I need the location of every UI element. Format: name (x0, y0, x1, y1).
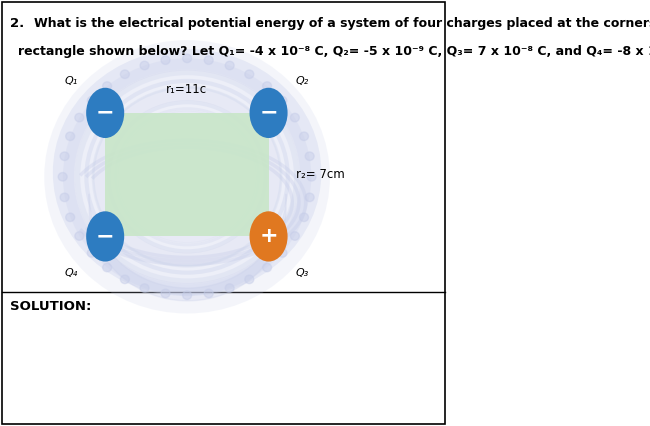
Text: rectangle shown below? Let Q₁= -4 x 10⁻⁸ C, Q₂= -5 x 10⁻⁹ C, Q₃= 7 x 10⁻⁸ C, and: rectangle shown below? Let Q₁= -4 x 10⁻⁸… (18, 45, 650, 58)
Circle shape (278, 96, 287, 105)
Circle shape (263, 82, 272, 90)
Circle shape (140, 61, 149, 70)
Text: r₁=11c: r₁=11c (166, 83, 207, 96)
Circle shape (60, 193, 69, 201)
Circle shape (75, 113, 84, 122)
Ellipse shape (250, 211, 287, 262)
Text: r₂= 7cm: r₂= 7cm (296, 168, 344, 181)
Text: What is the electrical potential energy of a system of four charges placed at th: What is the electrical potential energy … (34, 17, 650, 30)
Circle shape (204, 289, 213, 298)
Circle shape (245, 275, 254, 284)
Circle shape (161, 56, 170, 64)
Circle shape (305, 193, 314, 201)
Text: Q₂: Q₂ (296, 76, 309, 86)
Circle shape (245, 70, 254, 78)
Circle shape (183, 54, 192, 63)
Ellipse shape (250, 88, 287, 138)
Text: Q₄: Q₄ (65, 268, 78, 278)
Circle shape (300, 132, 309, 141)
Text: 2.: 2. (10, 17, 24, 30)
Circle shape (263, 263, 272, 272)
Circle shape (183, 291, 192, 299)
Ellipse shape (53, 49, 321, 296)
Text: Q₃: Q₃ (296, 268, 309, 278)
Circle shape (278, 249, 287, 257)
Circle shape (225, 61, 234, 70)
Circle shape (305, 152, 314, 161)
Circle shape (291, 113, 300, 122)
Circle shape (300, 213, 309, 222)
Circle shape (87, 96, 96, 105)
Circle shape (103, 263, 112, 272)
Circle shape (225, 284, 234, 292)
Circle shape (66, 213, 75, 222)
FancyBboxPatch shape (2, 2, 445, 424)
Circle shape (75, 232, 84, 240)
Ellipse shape (86, 211, 124, 262)
Circle shape (118, 111, 257, 243)
Circle shape (58, 173, 67, 181)
Text: −: − (96, 227, 114, 246)
Circle shape (161, 289, 170, 298)
Circle shape (87, 249, 96, 257)
Circle shape (307, 173, 316, 181)
Circle shape (120, 70, 129, 78)
Text: +: + (259, 227, 278, 246)
Text: SOLUTION:: SOLUTION: (10, 300, 91, 314)
Text: −: − (96, 103, 114, 123)
Ellipse shape (86, 88, 124, 138)
Circle shape (140, 284, 149, 292)
Circle shape (103, 82, 112, 90)
Circle shape (60, 152, 69, 161)
Circle shape (66, 132, 75, 141)
FancyBboxPatch shape (105, 113, 268, 236)
Text: Q₁: Q₁ (65, 76, 78, 86)
Text: −: − (259, 103, 278, 123)
Circle shape (204, 56, 213, 64)
Circle shape (291, 232, 300, 240)
Circle shape (120, 275, 129, 284)
